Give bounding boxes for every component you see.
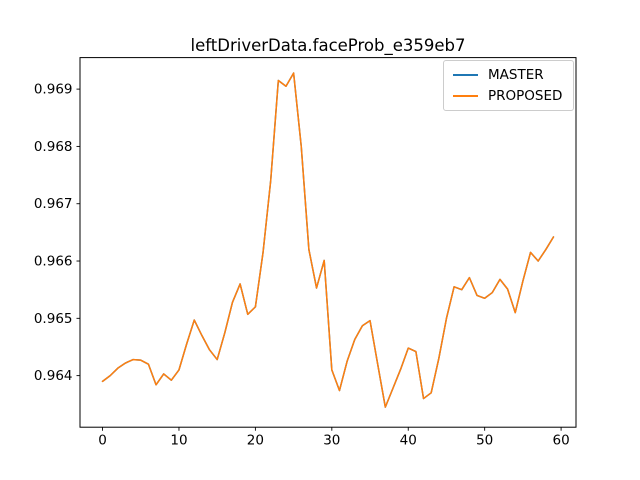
- x-axis: 0 10 20 30 40 50 60: [98, 427, 570, 449]
- x-tick-label: 50: [476, 433, 493, 449]
- legend: MASTER PROPOSED: [443, 60, 574, 111]
- legend-item-proposed: PROPOSED: [453, 88, 564, 104]
- y-tick-label: 0.965: [34, 311, 73, 327]
- legend-item-master: MASTER: [453, 67, 564, 83]
- series-master-line: [101, 72, 555, 408]
- y-tick-label: 0.969: [34, 82, 73, 98]
- y-tick-label: 0.967: [34, 196, 73, 212]
- y-tick-label: 0.966: [34, 254, 73, 270]
- legend-line-sample: [453, 94, 478, 97]
- x-tick-label: 20: [247, 433, 264, 449]
- legend-line-sample: [453, 74, 478, 77]
- y-tick-label: 0.964: [34, 368, 73, 384]
- plot-box: [79, 57, 577, 428]
- legend-label: MASTER: [488, 67, 544, 84]
- legend-label: PROPOSED: [488, 87, 563, 104]
- chart-title: leftDriverData.faceProb_e359eb7: [190, 36, 466, 55]
- y-axis: 0.964 0.965 0.966 0.967 0.968 0.969: [34, 82, 80, 384]
- x-tick-label: 30: [323, 433, 340, 449]
- x-tick-label: 0: [98, 433, 107, 449]
- x-tick-label: 40: [400, 433, 417, 449]
- x-tick-label: 60: [553, 433, 570, 449]
- x-tick-label: 10: [170, 433, 187, 449]
- y-tick-label: 0.968: [34, 139, 73, 155]
- series-proposed-line: [101, 72, 555, 408]
